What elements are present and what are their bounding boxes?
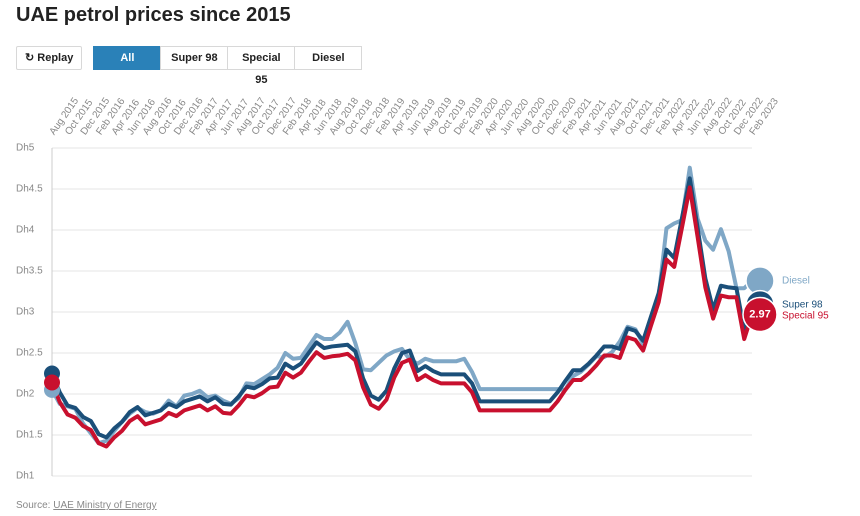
y-tick-label: Dh1 <box>16 471 35 482</box>
series-line <box>50 176 754 440</box>
y-tick-label: Dh2.5 <box>16 348 43 359</box>
filter-button[interactable]: Diesel <box>294 46 363 70</box>
filter-button[interactable]: All <box>93 46 162 70</box>
y-tick-label: Dh4 <box>16 225 35 236</box>
series-line <box>50 185 754 449</box>
y-tick-label: Dh4.5 <box>16 184 43 195</box>
end-value-label: 2.97 <box>749 308 770 320</box>
legend-label: Diesel <box>782 275 810 286</box>
filter-button[interactable]: Special 95 <box>227 46 296 86</box>
y-tick-label: Dh2 <box>16 389 35 400</box>
filter-group: All Super 98 Special 95 Diesel <box>93 46 363 86</box>
y-tick-label: Dh3.5 <box>16 266 43 277</box>
chart-title: UAE petrol prices since 2015 <box>16 4 291 26</box>
y-tick-label: Dh5 <box>16 143 35 154</box>
y-tick-label: Dh3 <box>16 307 35 318</box>
replay-label: Replay <box>37 52 74 64</box>
series-line <box>50 165 754 446</box>
replay-button[interactable]: ↻ Replay <box>16 46 83 70</box>
controls: ↻ Replay All Super 98 Special 95 Diesel <box>16 46 363 86</box>
y-tick-label: Dh1.5 <box>16 430 43 441</box>
end-marker <box>742 296 778 333</box>
legend-label: Super 98 <box>782 299 823 310</box>
legend-label: Special 95 <box>782 310 829 321</box>
source: Source: UAE Ministry of Energy <box>16 500 157 511</box>
source-link[interactable]: UAE Ministry of Energy <box>53 500 157 511</box>
source-label: Source: <box>16 500 51 511</box>
start-dot <box>44 374 60 391</box>
